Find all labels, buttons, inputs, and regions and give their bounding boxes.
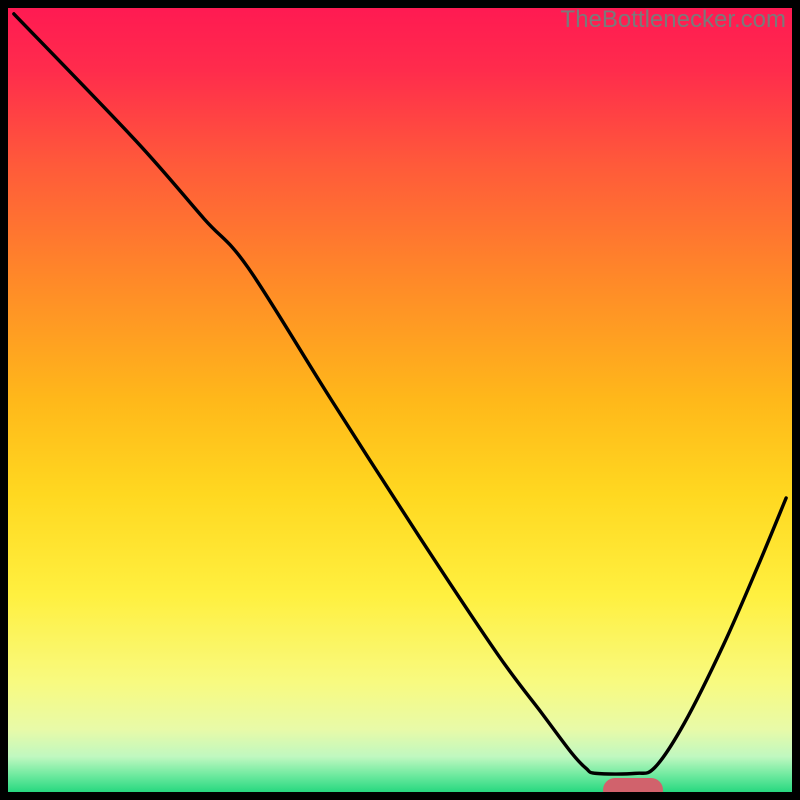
chart-frame [0,0,800,800]
attribution-text: TheBottlenecker.com [561,6,786,34]
gradient-background [8,8,792,792]
optimal-zone-marker [603,778,663,800]
